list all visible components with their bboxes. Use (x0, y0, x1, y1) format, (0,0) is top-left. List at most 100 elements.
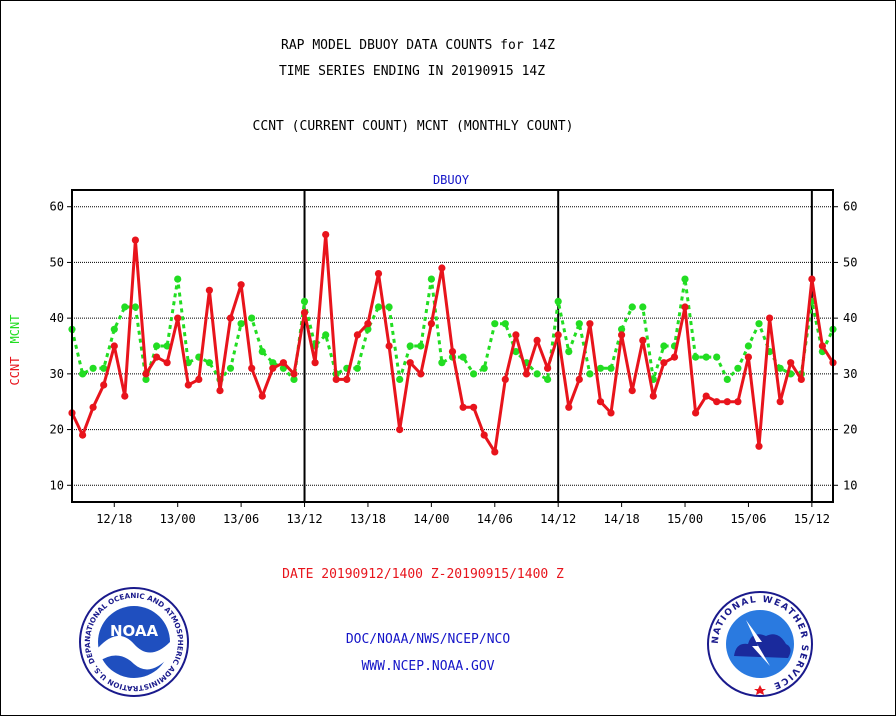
point-ccnt (512, 331, 520, 339)
point-ccnt (258, 392, 266, 400)
y-tick-label-right: 60 (843, 200, 857, 214)
point-ccnt (216, 387, 224, 395)
chart-subtitle: CCNT (CURRENT COUNT) MCNT (MONTHLY COUNT… (252, 119, 574, 134)
point-ccnt (237, 281, 245, 289)
point-ccnt (396, 426, 404, 434)
point-mcnt (269, 359, 277, 367)
point-mcnt (417, 342, 425, 350)
point-ccnt (385, 342, 393, 350)
point-ccnt (734, 398, 742, 406)
point-mcnt (353, 364, 361, 372)
date-range: DATE 20190912/1400 Z-20190915/1400 Z (282, 567, 564, 582)
point-mcnt (533, 370, 541, 378)
point-mcnt (248, 314, 256, 322)
noaa-logo: NATIONAL OCEANIC AND ATMOSPHERIC ADMINIS… (78, 586, 189, 697)
point-ccnt (311, 359, 319, 367)
point-mcnt (491, 320, 499, 328)
point-mcnt (692, 353, 700, 361)
y-axis-label: CCNT MCNT (8, 315, 22, 386)
y-tick-label-right: 10 (843, 478, 857, 492)
point-ccnt (121, 392, 129, 400)
point-mcnt (480, 364, 488, 372)
y-tick-label-left: 40 (50, 311, 64, 325)
x-tick-label: 13/06 (223, 512, 259, 526)
point-mcnt (174, 275, 182, 283)
point-mcnt (459, 353, 467, 361)
point-ccnt (470, 403, 478, 411)
x-tick-label: 14/00 (413, 512, 449, 526)
y-tick-label-left: 60 (50, 200, 64, 214)
point-mcnt (110, 325, 118, 333)
point-ccnt (427, 320, 435, 328)
point-mcnt (121, 303, 129, 311)
footer-url[interactable]: WWW.NCEP.NOAA.GOV (361, 659, 495, 674)
point-ccnt (174, 314, 182, 322)
point-ccnt (269, 364, 277, 372)
point-mcnt (607, 364, 615, 372)
point-mcnt (544, 375, 552, 383)
point-ccnt (290, 370, 298, 378)
x-tick-label: 15/12 (794, 512, 830, 526)
point-ccnt (818, 342, 827, 350)
point-ccnt (533, 336, 541, 344)
point-mcnt (586, 370, 594, 378)
point-mcnt (681, 275, 689, 283)
point-mcnt (776, 364, 784, 372)
point-mcnt (575, 320, 583, 328)
point-mcnt (660, 342, 668, 350)
noaa-label: NOAA (110, 622, 159, 640)
point-ccnt (300, 309, 309, 317)
point-mcnt (290, 375, 298, 383)
point-mcnt (734, 364, 742, 372)
point-mcnt (628, 303, 636, 311)
point-ccnt (808, 275, 816, 283)
point-mcnt (205, 359, 213, 367)
point-ccnt (692, 409, 700, 417)
y-tick-labels: 10 10 20 20 30 30 40 40 50 50 60 60 (50, 200, 858, 493)
point-ccnt (417, 370, 425, 378)
y-tick-label-left: 20 (50, 423, 64, 437)
point-ccnt (279, 359, 287, 367)
x-tick-label: 14/18 (604, 512, 640, 526)
point-ccnt (195, 375, 203, 383)
point-ccnt (153, 353, 161, 361)
point-ccnt (79, 431, 87, 439)
point-mcnt (565, 348, 573, 356)
point-ccnt (766, 314, 774, 322)
point-ccnt (522, 370, 531, 378)
point-ccnt (628, 387, 636, 395)
point-mcnt (755, 320, 763, 328)
y-tick-label-right: 30 (843, 367, 857, 381)
title-line-2: TIME SERIES ENDING IN 20190915 14Z (278, 64, 546, 79)
grid-lines (67, 206, 838, 486)
nws-logo: NATIONAL WEATHER SERVICE (707, 591, 813, 697)
point-ccnt (586, 320, 594, 328)
point-ccnt (491, 448, 499, 456)
point-mcnt (226, 364, 235, 372)
x-tick-label: 12/18 (96, 512, 132, 526)
point-ccnt (744, 353, 753, 361)
point-mcnt (512, 348, 520, 356)
point-mcnt (639, 303, 647, 311)
point-mcnt (374, 303, 383, 311)
point-ccnt (554, 331, 562, 339)
point-ccnt (649, 392, 657, 400)
point-ccnt (163, 359, 171, 367)
y-tick-label-right: 20 (843, 423, 857, 437)
point-mcnt (554, 297, 562, 305)
point-ccnt (670, 353, 679, 361)
point-mcnt (322, 331, 330, 339)
point-ccnt (565, 403, 573, 411)
point-ccnt (776, 398, 784, 406)
point-ccnt (131, 236, 139, 244)
point-ccnt (596, 398, 605, 406)
point-mcnt (131, 303, 139, 311)
point-mcnt (406, 342, 414, 350)
point-mcnt (723, 375, 731, 383)
point-ccnt (713, 398, 721, 406)
point-ccnt (353, 331, 361, 339)
point-ccnt (343, 375, 351, 383)
x-tick-label: 15/00 (667, 512, 703, 526)
point-mcnt (501, 320, 509, 328)
